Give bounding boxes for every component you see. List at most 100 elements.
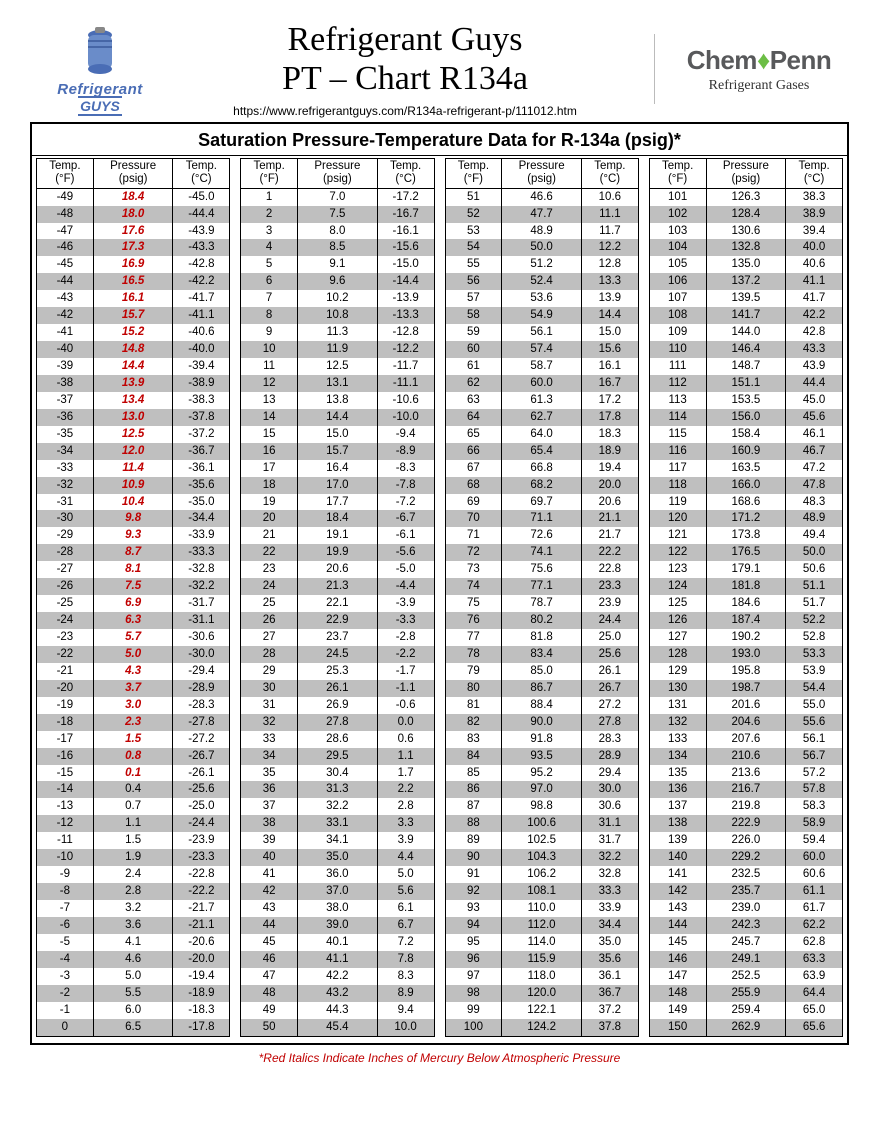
cell-pressure: 81.8	[502, 629, 582, 646]
cell-tempf: 33	[241, 731, 298, 748]
cell-tempc: 63.3	[786, 951, 843, 968]
cell-tempf: 115	[649, 426, 706, 443]
cell-tempc: 57.8	[786, 781, 843, 798]
cell-tempc: -38.9	[173, 375, 230, 392]
cell-pressure: 15.7	[93, 307, 173, 324]
cell-pressure: 9.3	[93, 527, 173, 544]
cell-tempf: 120	[649, 510, 706, 527]
cell-tempf: 54	[445, 239, 502, 256]
cell-pressure: 35.0	[298, 849, 378, 866]
cell-tempc: 5.6	[377, 883, 434, 900]
table-row: -4416.5-42.2	[37, 273, 230, 290]
cell-tempf: -36	[37, 409, 94, 426]
cell-tempf: 118	[649, 477, 706, 494]
cell-tempf: 69	[445, 494, 502, 511]
cell-tempc: -5.6	[377, 544, 434, 561]
cell-tempf: 150	[649, 1019, 706, 1036]
cell-pressure: 181.8	[706, 578, 786, 595]
table-row: 112151.144.4	[649, 375, 842, 392]
table-row: 117163.547.2	[649, 460, 842, 477]
cell-tempf: 27	[241, 629, 298, 646]
cell-tempf: 6	[241, 273, 298, 290]
table-row: 140229.260.0	[649, 849, 842, 866]
cell-pressure: 9.6	[298, 273, 378, 290]
cell-pressure: 86.7	[502, 680, 582, 697]
table-row: 7477.123.3	[445, 578, 638, 595]
cell-tempf: 114	[649, 409, 706, 426]
cell-tempf: 103	[649, 223, 706, 240]
cell-tempf: 90	[445, 849, 502, 866]
cell-tempf: -3	[37, 968, 94, 985]
table-row: 2925.3-1.7	[241, 663, 434, 680]
table-row: 911.3-12.8	[241, 324, 434, 341]
cell-tempc: -28.3	[173, 697, 230, 714]
cell-tempf: 56	[445, 273, 502, 290]
cell-tempf: 107	[649, 290, 706, 307]
cell-tempf: 5	[241, 256, 298, 273]
cell-tempf: 42	[241, 883, 298, 900]
cell-tempf: 39	[241, 832, 298, 849]
table-row: 103130.639.4	[649, 223, 842, 240]
cell-pressure: 158.4	[706, 426, 786, 443]
cell-pressure: 15.7	[298, 443, 378, 460]
cell-pressure: 46.6	[502, 188, 582, 205]
cell-pressure: 25.3	[298, 663, 378, 680]
table-row: 6969.720.6	[445, 494, 638, 511]
cell-tempf: 41	[241, 866, 298, 883]
cell-tempc: 9.4	[377, 1002, 434, 1019]
cell-tempc: 38.3	[786, 188, 843, 205]
cell-tempf: 12	[241, 375, 298, 392]
cell-pressure: 235.7	[706, 883, 786, 900]
page-header: Refrigerant GUYS Refrigerant Guys PT – C…	[30, 20, 849, 118]
col-header-pressure: Pressure(psig)	[298, 159, 378, 188]
cell-tempc: 38.9	[786, 206, 843, 223]
cell-pressure: 201.6	[706, 697, 786, 714]
cell-pressure: 139.5	[706, 290, 786, 307]
cell-tempc: 56.7	[786, 748, 843, 765]
cell-pressure: 255.9	[706, 985, 786, 1002]
table-row: -3813.9-38.9	[37, 375, 230, 392]
cell-tempc: 55.0	[786, 697, 843, 714]
cell-tempf: -15	[37, 765, 94, 782]
cell-tempc: -39.4	[173, 358, 230, 375]
cell-tempf: 102	[649, 206, 706, 223]
table-row: 96115.935.6	[445, 951, 638, 968]
col-header-tempf: Temp.(°F)	[241, 159, 298, 188]
data-column: Temp.(°F)Pressure(psig)Temp.(°C)17.0-17.…	[240, 158, 434, 1036]
cell-pressure: 18.4	[298, 510, 378, 527]
table-row: 94112.034.4	[445, 917, 638, 934]
cell-tempf: 106	[649, 273, 706, 290]
cell-pressure: 9.1	[298, 256, 378, 273]
cell-tempc: 45.6	[786, 409, 843, 426]
cell-tempc: -18.9	[173, 985, 230, 1002]
cell-tempf: 147	[649, 968, 706, 985]
cell-pressure: 3.7	[93, 680, 173, 697]
cell-tempf: -25	[37, 595, 94, 612]
table-row: 132204.655.6	[649, 714, 842, 731]
cell-tempf: 23	[241, 561, 298, 578]
table-row: 4338.06.1	[241, 900, 434, 917]
table-row: 8290.027.8	[445, 714, 638, 731]
pt-chart-container: Saturation Pressure-Temperature Data for…	[30, 122, 849, 1044]
cell-tempc: -23.9	[173, 832, 230, 849]
cell-pressure: 2.4	[93, 866, 173, 883]
cell-tempc: -10.0	[377, 409, 434, 426]
cell-tempf: -37	[37, 392, 94, 409]
cell-tempc: 44.4	[786, 375, 843, 392]
table-row: 4944.39.4	[241, 1002, 434, 1019]
cell-tempc: 32.2	[581, 849, 638, 866]
cell-tempc: 31.7	[581, 832, 638, 849]
cell-tempc: 40.0	[786, 239, 843, 256]
cell-pressure: 130.6	[706, 223, 786, 240]
cell-tempc: 42.2	[786, 307, 843, 324]
col-header-pressure: Pressure(psig)	[706, 159, 786, 188]
cell-pressure: 132.8	[706, 239, 786, 256]
cell-tempf: 66	[445, 443, 502, 460]
table-row: 121173.849.4	[649, 527, 842, 544]
table-row: 99122.137.2	[445, 1002, 638, 1019]
table-row: 06.5-17.8	[37, 1019, 230, 1036]
cell-pressure: 57.4	[502, 341, 582, 358]
cell-pressure: 93.5	[502, 748, 582, 765]
table-row: 7274.122.2	[445, 544, 638, 561]
table-row: -4115.2-40.6	[37, 324, 230, 341]
